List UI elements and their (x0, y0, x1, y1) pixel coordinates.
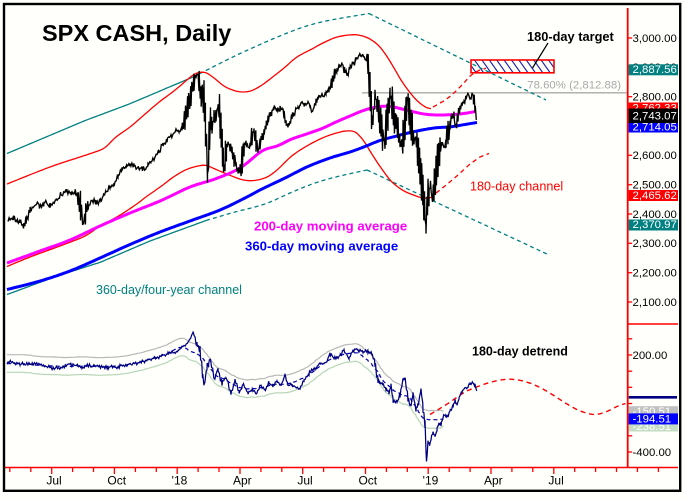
svg-text:2,714.05: 2,714.05 (633, 122, 677, 134)
svg-text:180-day channel: 180-day channel (470, 180, 563, 194)
svg-text:2,200.00: 2,200.00 (633, 268, 677, 280)
svg-text:180-day detrend: 180-day detrend (472, 345, 568, 359)
svg-text:200.00: 200.00 (633, 350, 668, 362)
svg-text:180-day target: 180-day target (527, 29, 615, 44)
svg-text:-400.00: -400.00 (633, 447, 672, 459)
svg-text:'18: '18 (172, 473, 188, 487)
svg-text:3,000.00: 3,000.00 (633, 33, 677, 45)
svg-text:2,400.00: 2,400.00 (633, 209, 677, 221)
svg-text:2,465.62: 2,465.62 (633, 190, 677, 202)
svg-text:Oct: Oct (358, 473, 377, 487)
svg-text:78.60% (2,812.88): 78.60% (2,812.88) (527, 79, 621, 91)
svg-text:Jul: Jul (46, 473, 61, 487)
svg-text:Jul: Jul (548, 473, 563, 487)
svg-text:200-day moving average: 200-day moving average (254, 219, 407, 234)
svg-text:360-day moving average: 360-day moving average (245, 239, 398, 254)
svg-text:2,370.97: 2,370.97 (633, 219, 677, 231)
svg-text:2,800.00: 2,800.00 (633, 92, 677, 104)
svg-text:2,100.00: 2,100.00 (633, 297, 677, 309)
svg-text:Oct: Oct (107, 473, 126, 487)
svg-text:SPX CASH, Daily: SPX CASH, Daily (42, 20, 231, 46)
svg-text:2,887.56: 2,887.56 (633, 64, 677, 76)
svg-text:Apr: Apr (484, 473, 503, 487)
svg-text:2,300.00: 2,300.00 (633, 238, 677, 250)
svg-text:2,743.07: 2,743.07 (633, 111, 677, 123)
svg-text:-194.51: -194.51 (633, 413, 672, 425)
svg-text:2,600.00: 2,600.00 (633, 150, 677, 162)
svg-text:Apr: Apr (233, 473, 252, 487)
svg-text:2,500.00: 2,500.00 (633, 180, 677, 192)
svg-text:Jul: Jul (297, 473, 312, 487)
svg-text:'19: '19 (423, 473, 439, 487)
svg-text:360-day/four-year channel: 360-day/four-year channel (96, 283, 242, 297)
